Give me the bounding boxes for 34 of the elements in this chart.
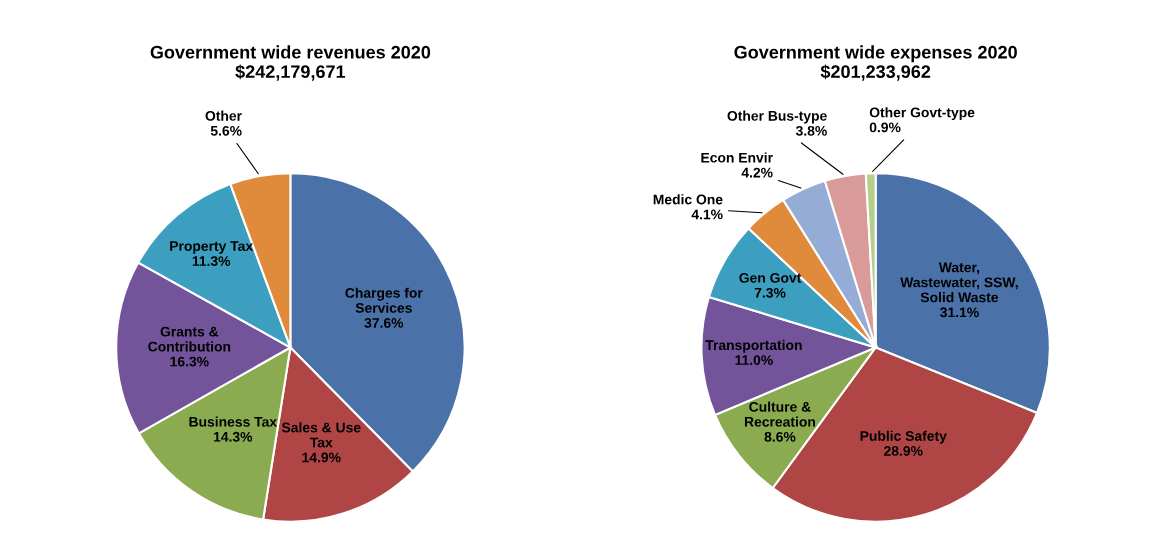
slice-label: Grants & Contribution — [148, 326, 231, 352]
chart-subtitle: $242,179,671 — [235, 64, 346, 81]
data-label: 28.9% — [884, 446, 923, 456]
slice-label: Property Tax — [170, 241, 254, 254]
chart-title: Government wide revenues 2020 — [150, 45, 431, 59]
data-label: 14.3% — [213, 431, 253, 442]
slice-label: Medic One — [653, 194, 723, 205]
slice-label: Econ Envir — [701, 152, 773, 163]
slice-label: Charges for Services — [345, 287, 423, 313]
data-label: 7.3% — [754, 287, 786, 298]
data-label: 14.9% — [302, 452, 341, 463]
slice-label: Sales & Use Tax — [281, 422, 361, 448]
data-label: 4.2% — [741, 167, 773, 178]
data-label: 5.6% — [210, 125, 242, 136]
slice-label: Gen Govt — [739, 272, 802, 283]
slice-label: Public Safety — [860, 430, 947, 444]
data-label: 8.6% — [764, 431, 796, 442]
data-label: 31.1% — [940, 307, 979, 318]
data-label: 37.6% — [364, 317, 404, 328]
slice-label: Other Govt-type — [869, 107, 975, 121]
data-label: 0.9% — [869, 122, 901, 133]
chart-subtitle: $201,233,962 — [820, 64, 931, 81]
data-label: 16.3% — [170, 356, 209, 367]
slice-label: Other — [205, 110, 242, 121]
slice-label: Water, Wastewater, SSW, Solid Waste — [900, 262, 1018, 303]
chart-title: Government wide expenses 2020 — [734, 45, 1017, 63]
data-label: 11.0% — [735, 355, 773, 365]
data-label: 11.3% — [192, 256, 231, 266]
slice-label: Business Tax — [189, 416, 277, 427]
slice-label: Other Bus-type — [727, 110, 827, 124]
slice-label: Culture & Recreation — [744, 401, 815, 427]
data-label: 4.1% — [691, 209, 723, 220]
slice-label: Transportation — [705, 339, 802, 353]
data-label: 3.8% — [795, 125, 827, 136]
